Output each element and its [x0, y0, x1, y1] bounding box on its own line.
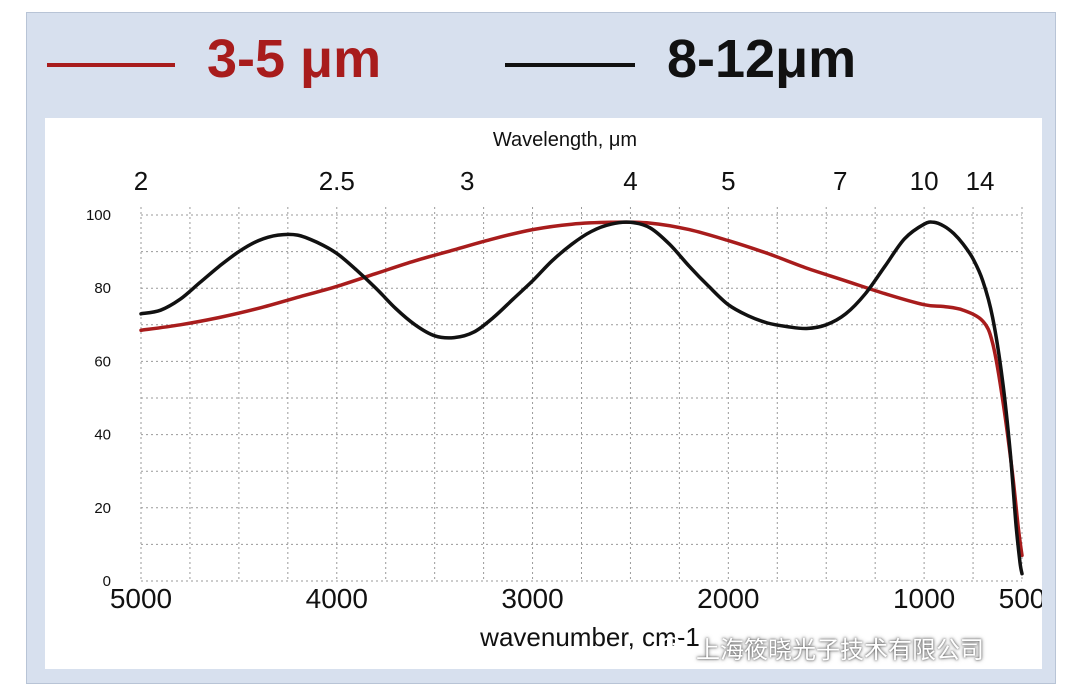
y-tick-label: 60	[94, 353, 111, 370]
x2-tick-label: 3	[460, 166, 474, 196]
x-tick-label: 4000	[306, 583, 368, 614]
y-tick-label: 100	[86, 207, 111, 224]
legend-label-8-12um: 8-12μm	[667, 29, 857, 89]
x-tick-label: 1000	[893, 583, 955, 614]
x2-tick-label: 5	[721, 166, 735, 196]
y-tick-label: 20	[94, 500, 111, 517]
legend-label-3-5um: 3-5 μm	[207, 29, 382, 89]
x-tick-label: 500	[999, 583, 1042, 614]
series-line-3-5-m	[139, 220, 1024, 558]
chart-frame: 3-5 μm 8-12μm 0 20 40 60 80 100 5000 4000 3000 20…	[26, 12, 1056, 684]
x2-axis-title: Wavelength, μm	[493, 129, 637, 151]
wechat-icon	[660, 636, 689, 658]
x2-tick-label: 10	[910, 166, 939, 196]
x2-tick-label: 2.5	[319, 166, 355, 196]
y-tick-label: 40	[94, 427, 111, 444]
watermark-text: 上海筱晓光子技术有限公司	[696, 637, 984, 664]
legend-line-8-12um	[505, 63, 635, 67]
series-line-8-12-m	[139, 220, 1024, 576]
x2-tick-label: 4	[623, 166, 637, 196]
y-tick-label: 0	[103, 573, 111, 590]
watermark: 上海筱晓光子技术有限公司	[660, 630, 984, 665]
x-tick-label: 2000	[697, 583, 759, 614]
legend-line-3-5um	[47, 63, 175, 67]
x2-tick-label: 14	[966, 166, 995, 196]
y-tick-label: 80	[94, 280, 111, 297]
line-chart: 0 20 40 60 80 100 5000 4000 3000 2000 1000 500 2 2.5 3…	[86, 129, 1042, 652]
x2-tick-label: 7	[833, 166, 847, 196]
plot-panel: 0 20 40 60 80 100 5000 4000 3000 2000 1000 500 2 2.5 3…	[45, 118, 1042, 669]
x2-tick-label: 2	[134, 166, 148, 196]
x-axis-title: wavenumber, cm-1	[479, 622, 700, 652]
legend: 3-5 μm 8-12μm	[27, 13, 1055, 113]
x-tick-label: 3000	[501, 583, 563, 614]
x-tick-label: 5000	[110, 583, 172, 614]
